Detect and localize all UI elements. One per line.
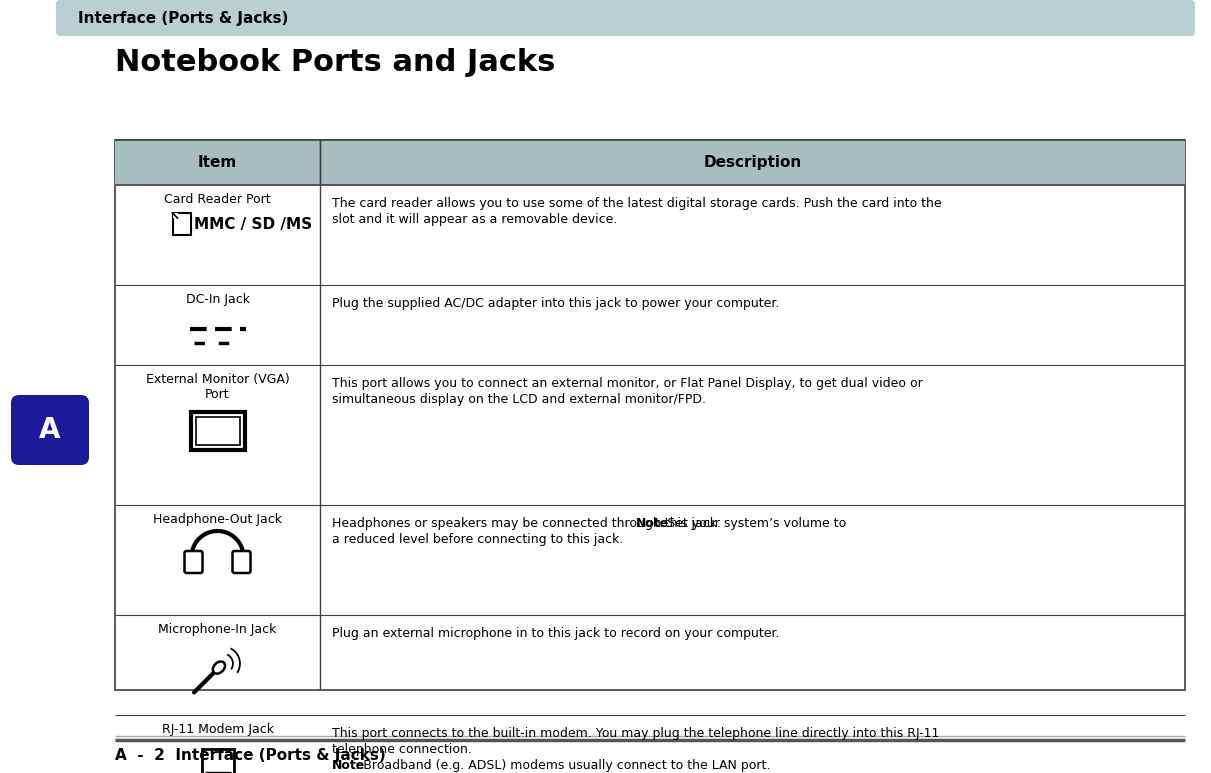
Text: Microphone-In Jack: Microphone-In Jack (159, 623, 276, 636)
FancyBboxPatch shape (11, 395, 88, 465)
Text: This port allows you to connect an external monitor, or Flat Panel Display, to g: This port allows you to connect an exter… (332, 377, 923, 390)
Bar (201, 749, 234, 773)
FancyBboxPatch shape (233, 551, 251, 573)
Text: Plug an external microphone in to this jack to record on your computer.: Plug an external microphone in to this j… (332, 627, 780, 640)
FancyBboxPatch shape (56, 0, 1195, 36)
Text: : Set your system’s volume to: : Set your system’s volume to (659, 517, 846, 530)
Text: Interface (Ports & Jacks): Interface (Ports & Jacks) (78, 11, 288, 26)
Bar (115, 140, 1186, 185)
Text: This port connects to the built-in modem. You may plug the telephone line direct: This port connects to the built-in modem… (332, 727, 940, 740)
Text: Note: Note (636, 517, 670, 530)
Text: telephone connection.: telephone connection. (332, 743, 472, 756)
Text: Note: Note (332, 759, 366, 772)
Text: simultaneous display on the LCD and external monitor/FPD.: simultaneous display on the LCD and exte… (332, 393, 706, 406)
Text: MMC / SD /MS: MMC / SD /MS (195, 216, 312, 231)
Bar (115, 140, 1186, 690)
Bar (172, 213, 190, 235)
Text: Notebook Ports and Jacks: Notebook Ports and Jacks (115, 48, 556, 77)
Ellipse shape (213, 662, 225, 673)
FancyBboxPatch shape (184, 551, 202, 573)
Text: Item: Item (197, 155, 237, 170)
Bar (172, 213, 178, 218)
Text: The card reader allows you to use some of the latest digital storage cards. Push: The card reader allows you to use some o… (332, 197, 942, 210)
Text: a reduced level before connecting to this jack.: a reduced level before connecting to thi… (332, 533, 624, 546)
Bar (195, 417, 240, 445)
Text: Plug the supplied AC/DC adapter into this jack to power your computer.: Plug the supplied AC/DC adapter into thi… (332, 297, 780, 310)
Text: Description: Description (704, 155, 802, 170)
Text: Card Reader Port: Card Reader Port (165, 193, 271, 206)
Text: External Monitor (VGA)
Port: External Monitor (VGA) Port (145, 373, 289, 401)
Text: DC-In Jack: DC-In Jack (185, 293, 249, 306)
Text: RJ-11 Modem Jack: RJ-11 Modem Jack (161, 723, 274, 736)
Text: slot and it will appear as a removable device.: slot and it will appear as a removable d… (332, 213, 618, 226)
Text: Headphone-Out Jack: Headphone-Out Jack (153, 513, 282, 526)
Text: A  -  2  Interface (Ports & Jacks): A - 2 Interface (Ports & Jacks) (115, 748, 386, 763)
Text: : Broadband (e.g. ADSL) modems usually connect to the LAN port.: : Broadband (e.g. ADSL) modems usually c… (355, 759, 770, 772)
Text: Headphones or speakers may be connected through this jack.: Headphones or speakers may be connected … (332, 517, 725, 530)
Bar (190, 412, 245, 450)
Text: A: A (39, 416, 61, 444)
